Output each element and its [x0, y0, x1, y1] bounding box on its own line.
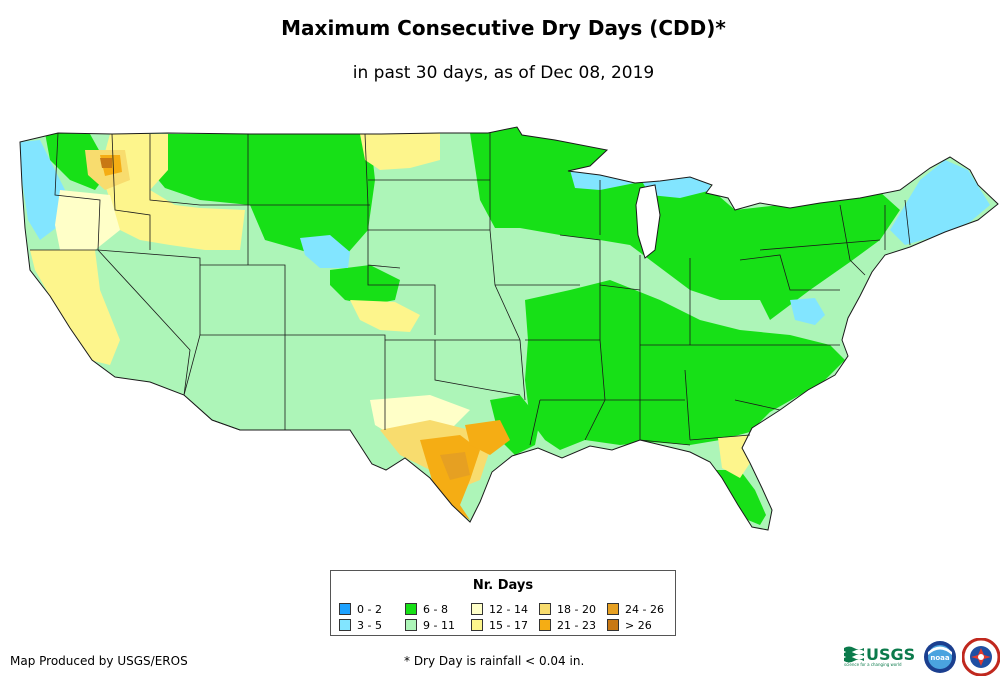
state-borders	[30, 132, 911, 446]
legend-swatch	[539, 603, 551, 615]
legend-label: 21 - 23	[557, 618, 596, 632]
map-credit: Map Produced by USGS/EROS	[10, 654, 188, 668]
legend-swatch	[607, 603, 619, 615]
zone-15-17-idaho	[100, 134, 245, 250]
zone-15-17-ne-montana	[360, 133, 440, 170]
legend-swatch	[405, 619, 417, 631]
zone-6-8-florida	[715, 470, 766, 525]
zone-3-5-plains	[300, 235, 350, 268]
conus-outline	[19, 126, 999, 531]
legend-swatch	[471, 603, 483, 615]
legend-item-12-14: 12 - 14	[471, 602, 528, 616]
cdd-regions	[20, 127, 990, 525]
legend-swatch	[471, 619, 483, 631]
legend-label: 15 - 17	[489, 618, 528, 632]
dry-day-footnote: * Dry Day is rainfall < 0.04 in.	[404, 654, 585, 668]
zone-15-17-california	[30, 250, 120, 365]
lake-michigan	[635, 184, 661, 259]
zone-6-8-southeast	[525, 280, 845, 450]
legend-label: 3 - 5	[357, 618, 382, 632]
usgs-logo-text: USGS	[866, 645, 915, 664]
legend-item-3-5: 3 - 5	[339, 618, 382, 632]
noaa-logo: noaa	[923, 640, 957, 674]
legend-swatch	[539, 619, 551, 631]
zone-15-17-kansas	[350, 300, 420, 332]
legend-item-21-23: 21 - 23	[539, 618, 596, 632]
map-title: Maximum Consecutive Dry Days (CDD)*	[281, 16, 726, 40]
legend-label: 9 - 11	[423, 618, 455, 632]
usgs-logo-mark: USGS science for a changing world	[844, 645, 915, 667]
legend-item-18-20: 18 - 20	[539, 602, 596, 616]
zone-12-14-oregon	[55, 190, 120, 250]
legend-swatch	[339, 619, 351, 631]
zone-24-26-texas	[440, 452, 470, 480]
zone-6-8-central	[330, 265, 400, 305]
zone-3-5-chesapeake	[790, 298, 825, 325]
legend-label: 18 - 20	[557, 602, 596, 616]
legend-label: 0 - 2	[357, 602, 382, 616]
legend-title: Nr. Days	[472, 578, 534, 593]
legend-item-0-2: 0 - 2	[339, 602, 382, 616]
zone-3-5-lake-superior	[570, 170, 635, 190]
legend-item-24-26: 24 - 26	[607, 602, 664, 616]
map-subtitle: in past 30 days, as of Dec 08, 2019	[352, 63, 655, 83]
legend-label: > 26	[625, 618, 652, 632]
nws-logo	[961, 637, 1001, 677]
legend-item-9-11: 9 - 11	[405, 618, 455, 632]
zone-6-8-north	[150, 134, 375, 262]
zone-21-23-texas-central	[465, 420, 510, 455]
zone-over-26-idaho	[100, 158, 112, 168]
legend-label: 12 - 14	[489, 602, 528, 616]
zone-3-5-new-england	[890, 160, 990, 245]
legend-swatch	[607, 619, 619, 631]
legend-swatch	[339, 603, 351, 615]
usgs-logo: USGS science for a changing world	[843, 643, 919, 667]
legend-item-6-8: 6 - 8	[405, 602, 448, 616]
legend-item-over-26: > 26	[607, 618, 652, 632]
legend-label: 24 - 26	[625, 602, 664, 616]
noaa-logo-text: noaa	[930, 654, 950, 662]
usgs-tagline: science for a changing world	[844, 662, 902, 667]
legend-label: 6 - 8	[423, 602, 448, 616]
legend-swatch	[405, 603, 417, 615]
legend-item-15-17: 15 - 17	[471, 618, 528, 632]
legend: Nr. Days 0 - 2 3 - 5 6 - 8 9 - 11 12 - 1…	[330, 570, 676, 636]
